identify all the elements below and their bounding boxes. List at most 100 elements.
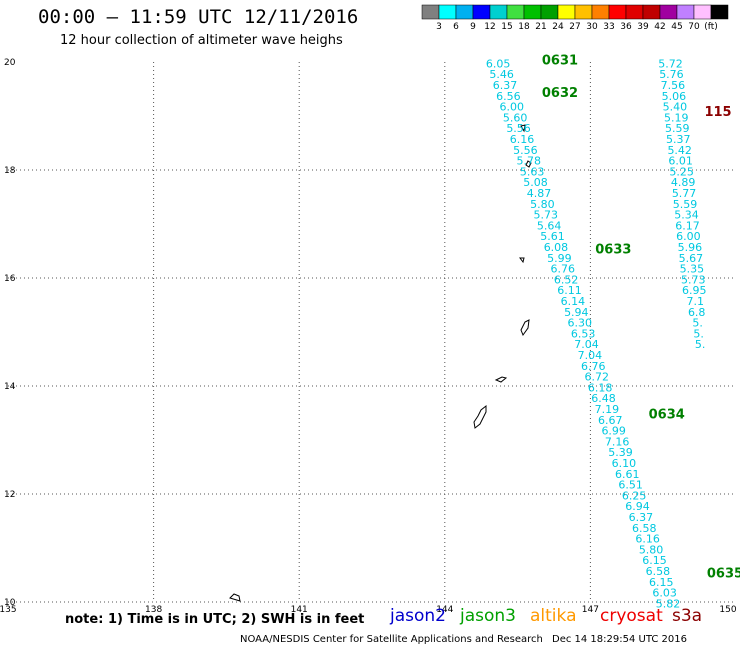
swh-value: 5.80 (530, 198, 555, 211)
swh-value: 5.78 (517, 155, 542, 168)
legend-label: 39 (637, 22, 649, 32)
pass-time-label: 0634 (649, 407, 685, 422)
swh-value: 5. (692, 317, 703, 330)
credit-text: NOAA/NESDIS Center for Satellite Applica… (240, 634, 543, 645)
legend-swatch (506, 4, 525, 20)
pass-time-label: 0635 (707, 567, 740, 582)
swh-value: 5.72 (658, 57, 683, 70)
swh-value: 6.16 (510, 133, 535, 146)
legend-swatch (557, 4, 576, 20)
swh-value: 4.87 (527, 187, 552, 200)
swh-value: 6.08 (544, 241, 569, 254)
swh-value: 7.04 (578, 349, 603, 362)
swh-value: 7.04 (574, 338, 599, 351)
swh-value: 5.77 (672, 187, 697, 200)
swh-value: 5. (693, 327, 704, 340)
legend-label: 45 (671, 22, 682, 32)
satellite-cryosat: cryosat (600, 606, 663, 626)
swh-value: 5.64 (537, 219, 562, 232)
swh-value: 7.19 (595, 403, 620, 416)
swh-value: 6.03 (652, 587, 677, 600)
swh-value: 5.42 (667, 144, 692, 157)
legend-swatch (574, 4, 593, 20)
legend-swatch (455, 4, 474, 20)
legend-label: 42 (654, 22, 665, 32)
legend-label: 6 (453, 22, 459, 32)
swh-value: 6.00 (676, 230, 701, 243)
swh-value: 6.25 (622, 489, 647, 502)
legend-swatch (693, 4, 712, 20)
legend-swatch (438, 4, 457, 20)
swh-value: 6.99 (601, 425, 626, 438)
swh-value: 5.35 (680, 263, 705, 276)
swh-value: 5.59 (673, 198, 698, 211)
lon-tick-label: 147 (582, 605, 599, 615)
satellite-jason3: jason3 (460, 606, 516, 626)
legend-swatch (659, 4, 678, 20)
pass-time-label: 0633 (595, 243, 631, 258)
satellite-s3a: s3a (672, 606, 703, 626)
pass-time-label: 0631 (542, 54, 578, 69)
legend-swatch (608, 4, 627, 20)
legend-label: 21 (535, 22, 546, 32)
swh-value: 6.53 (571, 327, 596, 340)
lon-tick-label: 144 (436, 605, 453, 615)
swh-value: 5. (695, 338, 706, 351)
swh-value: 5.56 (513, 144, 538, 157)
island-saipan (520, 319, 530, 337)
swh-value: 6.16 (635, 533, 660, 546)
satellite-jason2: jason2 (390, 606, 446, 626)
swh-value: 6.51 (618, 479, 643, 492)
lat-tick-label: 20 (4, 58, 16, 68)
swh-value: 6.76 (581, 360, 606, 373)
swh-value: 7.16 (605, 435, 630, 448)
lon-tick-label: 141 (291, 605, 308, 615)
legend-swatch (421, 4, 440, 20)
lat-tick-label: 18 (4, 166, 16, 176)
swh-value: 7.56 (661, 79, 686, 92)
legend-label: 24 (552, 22, 564, 32)
legend-swatch (710, 4, 729, 20)
swh-value: 6.95 (682, 284, 707, 297)
swh-value: 6.11 (557, 284, 582, 297)
swh-value: 6.10 (612, 457, 637, 470)
swh-value: 6.48 (591, 392, 616, 405)
swh-value: 6.00 (500, 101, 525, 114)
swh-value: 5.76 (659, 68, 684, 81)
swh-value: 6.56 (496, 90, 521, 103)
legend-swatch (540, 4, 559, 20)
legend-swatch (642, 4, 661, 20)
swh-value: 6.30 (567, 317, 592, 330)
swh-value: 5.61 (540, 230, 565, 243)
swh-value: 6.58 (646, 565, 671, 578)
legend-swatch (591, 4, 610, 20)
swh-value: 6.01 (668, 155, 693, 168)
legend-color-bar: 3 6 9 12 15 18 21 24 27 30 33 36 39 42 45 70 (ft) (421, 4, 729, 32)
legend-label: 12 (484, 22, 495, 32)
swh-value: 6.61 (615, 468, 640, 481)
legend-label: 3 (436, 22, 442, 32)
swh-value: 6.94 (625, 500, 650, 513)
legend-label: 33 (603, 22, 614, 32)
lat-tick-label: 14 (4, 382, 16, 392)
island-small-4 (229, 593, 241, 602)
island-small-1 (519, 257, 525, 264)
swh-value: 5.67 (679, 252, 704, 265)
swh-value: 5.08 (523, 176, 548, 189)
swh-value: 6.15 (649, 576, 674, 589)
swh-value: 6.72 (584, 371, 609, 384)
swh-value: 5.25 (669, 165, 694, 178)
legend-label: 15 (501, 22, 512, 32)
axis-tick-labels: 135 138 141 144 147 150 20 18 16 14 12 10 (0, 58, 737, 615)
swh-value: 5.19 (664, 111, 689, 124)
swh-value: 5.56 (506, 122, 531, 135)
swh-value: 5.94 (564, 306, 589, 319)
legend-swatch (523, 4, 542, 20)
swh-value: 5.34 (674, 209, 699, 222)
legend-swatch (676, 4, 695, 20)
swh-value: 6.37 (629, 511, 654, 524)
swh-value: 5.39 (608, 446, 633, 459)
swh-value: 4.89 (671, 176, 696, 189)
swh-value: 6.05 (486, 57, 511, 70)
